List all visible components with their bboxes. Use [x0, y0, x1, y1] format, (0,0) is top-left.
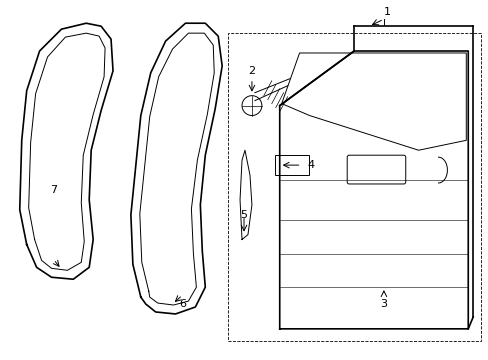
Text: 6: 6	[179, 299, 185, 309]
Text: 5: 5	[240, 210, 247, 220]
Text: 1: 1	[383, 7, 389, 17]
FancyBboxPatch shape	[274, 155, 309, 175]
Text: 4: 4	[307, 160, 314, 170]
Text: 3: 3	[380, 299, 386, 309]
Text: 7: 7	[50, 185, 57, 195]
Text: 2: 2	[248, 66, 255, 76]
FancyBboxPatch shape	[346, 155, 405, 184]
